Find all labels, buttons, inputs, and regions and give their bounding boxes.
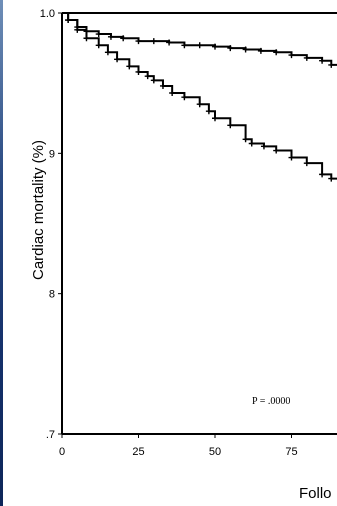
censor-mark bbox=[242, 46, 249, 53]
censor-mark bbox=[212, 115, 218, 122]
y-tick-label: 8 bbox=[49, 289, 55, 301]
series-1 bbox=[62, 12, 337, 68]
censor-mark bbox=[205, 108, 212, 115]
censor-mark bbox=[212, 43, 218, 50]
censor-mark bbox=[120, 35, 127, 42]
censor-mark bbox=[135, 38, 142, 45]
y-axis-label: Cardiac mortality (%) bbox=[30, 140, 47, 280]
censor-mark bbox=[159, 82, 166, 89]
series-2 bbox=[62, 12, 337, 182]
censor-mark bbox=[104, 49, 111, 56]
censor-mark bbox=[196, 101, 203, 108]
y-tick-label: 1.0 bbox=[40, 8, 55, 20]
censor-mark bbox=[144, 73, 151, 80]
censor-mark bbox=[319, 57, 326, 64]
censor-mark bbox=[181, 42, 188, 49]
censor-mark bbox=[248, 140, 255, 147]
censor-mark bbox=[303, 54, 310, 61]
censor-mark bbox=[242, 136, 249, 143]
survival-curve bbox=[62, 12, 337, 180]
censor-mark bbox=[257, 47, 264, 54]
series-layer bbox=[62, 12, 337, 182]
censor-mark bbox=[288, 52, 295, 59]
kaplan-meier-chart: 1.0 9 8 .7 0 25 50 75 Cardiac mortality (%) Fo… bbox=[30, 8, 337, 502]
censor-mark bbox=[328, 175, 335, 182]
censor-mark bbox=[135, 68, 142, 75]
y-tick-label: .7 bbox=[46, 429, 55, 441]
censor-mark bbox=[319, 171, 326, 178]
censor-mark bbox=[169, 89, 176, 96]
censor-mark bbox=[273, 49, 280, 56]
censor-mark bbox=[74, 26, 81, 33]
censor-mark bbox=[166, 39, 173, 46]
x-tick-label: 75 bbox=[285, 446, 297, 458]
censor-mark bbox=[303, 160, 310, 167]
censor-mark bbox=[126, 63, 133, 70]
x-tick-label: 0 bbox=[59, 446, 65, 458]
censor-mark bbox=[260, 143, 267, 150]
censor-mark bbox=[150, 38, 157, 45]
censor-mark bbox=[196, 42, 203, 49]
censor-mark bbox=[288, 154, 295, 161]
censor-mark bbox=[181, 94, 188, 101]
x-tick-label: 50 bbox=[209, 446, 221, 458]
censor-mark bbox=[95, 31, 102, 38]
x-ticks: 0 25 50 75 bbox=[59, 434, 298, 458]
censor-mark bbox=[83, 35, 90, 42]
censor-mark bbox=[114, 56, 121, 63]
censor-mark bbox=[273, 147, 280, 154]
p-value-annotation: P = .0000 bbox=[252, 396, 290, 407]
censor-mark bbox=[328, 61, 335, 68]
y-tick-label: 9 bbox=[49, 148, 55, 160]
censor-mark bbox=[65, 17, 72, 24]
censor-mark bbox=[107, 33, 114, 40]
censor-mark bbox=[227, 122, 234, 129]
censor-mark bbox=[95, 42, 102, 49]
censor-mark bbox=[150, 77, 157, 84]
x-tick-label: 25 bbox=[132, 446, 144, 458]
censor-mark bbox=[227, 45, 234, 52]
chart-panel: 1.0 9 8 .7 0 25 50 75 Cardiac mortality (%) Fo… bbox=[3, 0, 337, 506]
y-ticks: 1.0 9 8 .7 bbox=[40, 8, 62, 441]
x-axis-label: Follo bbox=[299, 485, 332, 502]
